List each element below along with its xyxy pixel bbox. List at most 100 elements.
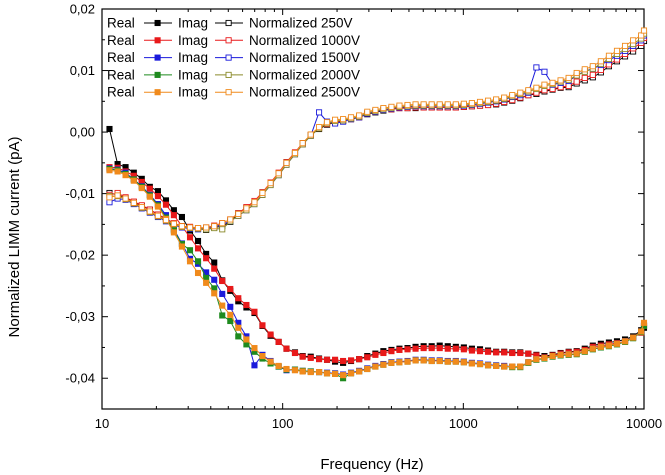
data-point xyxy=(307,131,314,138)
data-point xyxy=(323,370,331,377)
legend-norm-label: Normalized 250V xyxy=(249,16,353,31)
data-point xyxy=(186,247,194,254)
plot-frame xyxy=(101,8,645,410)
data-point xyxy=(194,237,202,245)
data-point xyxy=(194,245,202,252)
data-point xyxy=(581,66,588,73)
data-point xyxy=(243,301,250,309)
legend-real-marker xyxy=(154,71,161,78)
data-point xyxy=(332,356,339,363)
data-point xyxy=(323,356,331,363)
data-point xyxy=(460,346,467,353)
data-point xyxy=(460,100,467,107)
data-point xyxy=(243,205,250,212)
data-point xyxy=(549,353,556,360)
data-point xyxy=(291,367,299,374)
data-point xyxy=(291,349,299,357)
legend-real-marker xyxy=(154,54,161,61)
data-point xyxy=(211,265,218,272)
legend-imag-label: Imag xyxy=(178,16,208,31)
legend-real-marker xyxy=(154,19,161,27)
legend-row: Real Imag Normalized 1000V xyxy=(107,33,360,48)
data-point xyxy=(356,112,363,119)
data-point xyxy=(501,349,508,356)
data-point xyxy=(573,69,580,77)
data-point xyxy=(162,201,170,208)
data-point xyxy=(613,340,621,347)
data-point xyxy=(251,345,258,352)
data-point xyxy=(404,101,411,109)
data-point xyxy=(332,370,339,377)
data-point xyxy=(605,342,612,349)
data-point xyxy=(509,92,516,99)
legend-real-label: Real xyxy=(107,85,135,100)
data-point xyxy=(186,224,194,231)
data-point xyxy=(388,348,395,355)
data-point xyxy=(452,101,459,108)
series-250V-real xyxy=(106,125,648,366)
series-1500V-real xyxy=(106,165,648,378)
data-point xyxy=(613,47,621,54)
data-point xyxy=(219,220,226,227)
data-point xyxy=(396,346,403,353)
data-point xyxy=(412,101,419,108)
data-point xyxy=(484,348,492,355)
data-point xyxy=(404,346,411,353)
data-point xyxy=(227,216,234,223)
series-line xyxy=(109,169,645,376)
data-point xyxy=(501,94,508,101)
series-2500V-imag xyxy=(106,27,648,232)
data-point xyxy=(509,363,516,370)
data-point xyxy=(235,295,242,302)
x-axis-title: Frequency (Hz) xyxy=(320,456,423,473)
data-point xyxy=(203,224,210,231)
data-point xyxy=(533,84,540,91)
data-point xyxy=(275,338,282,345)
legend-real-label: Real xyxy=(107,16,135,31)
data-point xyxy=(162,217,170,224)
legend-real-marker xyxy=(154,89,161,96)
data-point xyxy=(380,349,387,357)
data-point xyxy=(484,362,492,369)
data-point xyxy=(114,168,121,175)
data-point xyxy=(203,279,210,286)
data-point xyxy=(468,347,475,354)
data-point xyxy=(484,97,492,104)
data-point xyxy=(259,189,266,197)
data-point xyxy=(581,74,588,81)
data-point xyxy=(170,229,177,236)
data-point xyxy=(340,116,347,123)
data-point xyxy=(347,357,355,364)
data-point xyxy=(517,89,524,96)
data-point xyxy=(420,357,427,364)
series-2000V-real xyxy=(106,165,648,382)
data-point xyxy=(621,338,629,345)
data-point xyxy=(573,78,580,85)
data-point xyxy=(557,351,564,358)
data-point xyxy=(549,79,556,86)
legend-norm-label: Normalized 1500V xyxy=(249,50,360,65)
data-point xyxy=(517,349,524,357)
data-point xyxy=(565,82,572,89)
data-point xyxy=(146,208,153,215)
data-point xyxy=(388,103,395,110)
data-point xyxy=(122,195,129,202)
data-point xyxy=(186,258,194,265)
y-tick-label: -0,02 xyxy=(65,248,95,263)
data-point xyxy=(154,203,161,210)
data-point xyxy=(267,358,274,365)
data-point xyxy=(203,255,210,262)
data-point xyxy=(436,345,443,352)
data-point xyxy=(219,277,226,285)
data-point xyxy=(597,343,604,350)
data-point xyxy=(436,101,443,108)
data-point xyxy=(227,285,234,293)
data-point xyxy=(275,362,282,369)
data-point xyxy=(219,290,226,297)
data-point xyxy=(444,101,451,108)
data-point xyxy=(444,358,451,365)
data-point xyxy=(194,258,202,265)
legend-row: Real Imag Normalized 1500V xyxy=(107,50,360,65)
data-point xyxy=(493,96,500,103)
